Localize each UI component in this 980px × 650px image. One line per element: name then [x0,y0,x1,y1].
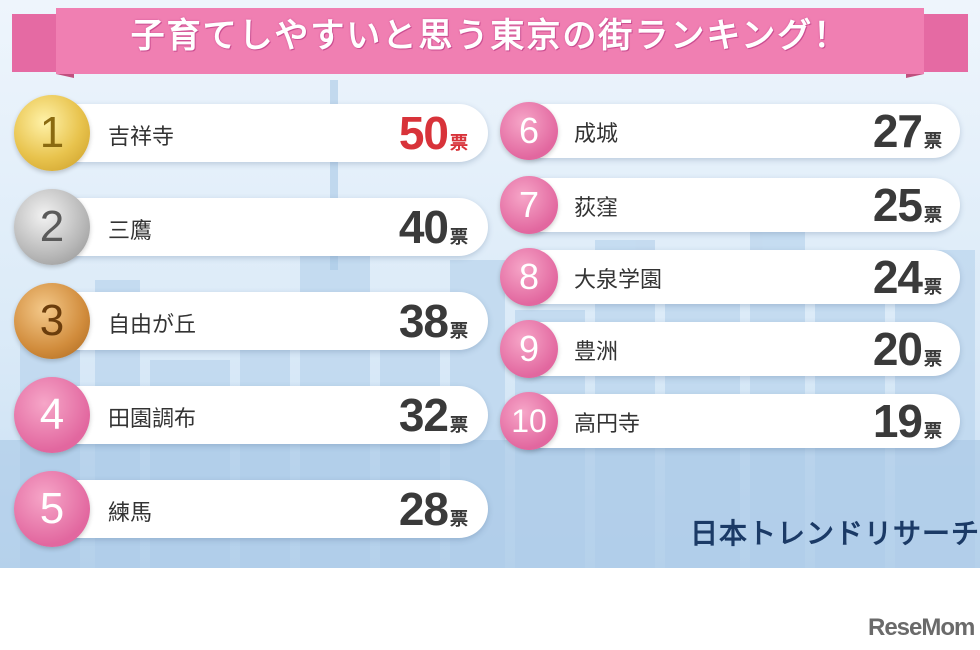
vote-number: 27 [872,105,923,157]
rank-10-badge-icon: 10 [500,392,558,450]
rank-3-bronze-medal-icon: 3 [14,283,90,359]
vote-number: 28 [398,483,449,535]
rank-2-silver-medal-icon: 2 [14,189,90,265]
rank-7-badge-icon: 7 [500,176,558,234]
vote-count: 32 票 [399,388,468,442]
rank-number: 4 [39,390,65,439]
rank-number: 1 [39,108,65,157]
rank-number: 5 [39,484,65,533]
rank-8-badge-icon: 8 [500,248,558,306]
ranking-row-5: 5 練馬 28 票 [14,471,488,547]
vote-number: 25 [872,179,923,231]
town-name: 豊洲 [574,340,619,365]
vote-count: 28 票 [399,482,468,536]
rank-number: 6 [518,110,540,151]
vote-number: 32 [398,389,449,441]
vote-unit: 票 [924,131,942,152]
vote-count: 20 票 [873,322,942,376]
vote-number: 19 [872,395,923,447]
rank-number: 10 [511,402,547,439]
rank-9-badge-icon: 9 [500,320,558,378]
ranking-row-10: 10 高円寺 19 票 [500,392,960,450]
rank-6-badge-icon: 6 [500,102,558,160]
vote-count: 24 票 [873,250,942,304]
rank-number: 3 [39,296,65,345]
vote-unit: 票 [450,133,468,154]
vote-unit: 票 [450,509,468,530]
vote-unit: 票 [450,227,468,248]
rank-number: 8 [518,256,540,297]
vote-number: 50 [398,107,449,159]
town-name: 自由が丘 [108,313,197,338]
rank-1-gold-medal-icon: 1 [14,95,90,171]
ranking-row-3: 3 自由が丘 38 票 [14,283,488,359]
vote-number: 40 [398,201,449,253]
town-name: 大泉学園 [574,268,663,293]
rank-number: 9 [518,328,540,369]
ranking-row-7: 7 荻窪 25 票 [500,176,960,234]
vote-count: 40 票 [399,200,468,254]
town-name: 吉祥寺 [108,125,175,150]
vote-count: 25 票 [873,178,942,232]
vote-unit: 票 [924,277,942,298]
rank-4-badge-icon: 4 [14,377,90,453]
vote-unit: 票 [924,205,942,226]
town-name: 高円寺 [574,412,641,437]
ranking-row-1: 1 吉祥寺 50 票 [14,95,488,171]
source-logo: 日本トレンドリサーチ [690,517,980,550]
ranking-row-4: 4 田園調布 32 票 [14,377,488,453]
rank-number: 7 [518,184,540,225]
vote-count: 27 票 [873,104,942,158]
ranking-row-8: 8 大泉学園 24 票 [500,248,960,306]
vote-number: 38 [398,295,449,347]
ranking-row-6: 6 成城 27 票 [500,102,960,160]
ranking-row-2: 2 三鷹 40 票 [14,189,488,265]
town-name: 田園調布 [108,407,197,432]
vote-number: 20 [872,323,923,375]
title-banner [12,8,968,78]
town-name: 成城 [574,122,619,147]
infographic-panel: 子育てしやすいと思う東京の街ランキング！ 1 吉祥寺 50 票 2 三鷹 40 票 … [0,0,980,568]
vote-unit: 票 [450,415,468,436]
vote-count: 50 票 [399,106,468,160]
vote-count: 19 票 [873,394,942,448]
rank-number: 2 [39,202,65,251]
town-name: 荻窪 [574,196,619,221]
resemom-watermark-logo: ReseMom [868,614,975,641]
vote-unit: 票 [450,321,468,342]
vote-count: 38 票 [399,294,468,348]
town-name: 三鷹 [108,219,153,244]
vote-unit: 票 [924,349,942,370]
ranking-row-9: 9 豊洲 20 票 [500,320,960,378]
vote-unit: 票 [924,421,942,442]
page-title: 子育てしやすいと思う東京の街ランキング！ [130,16,850,56]
rank-5-badge-icon: 5 [14,471,90,547]
vote-number: 24 [872,251,923,303]
town-name: 練馬 [108,501,153,526]
